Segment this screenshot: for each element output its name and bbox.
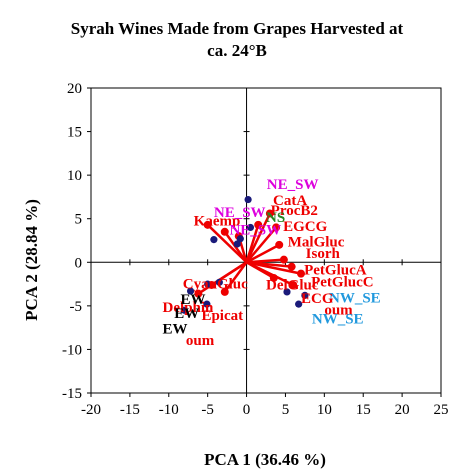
score-point [233, 240, 241, 248]
point-label: NW_SE [329, 290, 381, 306]
x-tick-label: 25 [434, 402, 449, 418]
x-axis-title: PCA 1 (36.46 %) [204, 450, 326, 469]
y-tick-label: -15 [62, 386, 82, 402]
point-label: CyanGluc [183, 276, 248, 292]
score-point [283, 288, 291, 296]
score-point [204, 280, 212, 288]
loading-point [203, 220, 212, 229]
chart-title-line-2: ca. 24°B [207, 41, 267, 60]
loading-point [265, 209, 274, 218]
loading-point [287, 262, 296, 271]
loading-vector [245, 226, 278, 264]
point-label: NW_SE [312, 311, 364, 327]
score-point [244, 195, 252, 204]
x-tick-label: 10 [317, 402, 332, 418]
loading-vector [246, 261, 302, 275]
y-tick-label: 0 [75, 255, 83, 271]
loading-point [279, 255, 288, 264]
point-label: NS [266, 210, 285, 226]
score-point [295, 300, 303, 308]
point-label: EW [174, 306, 199, 322]
loading-vector [245, 224, 260, 263]
loading-point [194, 289, 203, 298]
point-label: ProcB2 [271, 203, 318, 219]
point-label: Isorh [306, 246, 341, 262]
y-axis-title: PCA 2 (28.84 %) [22, 199, 41, 321]
loading-vector [245, 261, 275, 280]
x-tick-label: 5 [282, 402, 290, 418]
loading-point [275, 240, 284, 249]
point-label: EW [163, 322, 188, 338]
loading-point [220, 287, 229, 296]
x-tick-label: 20 [395, 402, 410, 418]
y-tick-label: 10 [67, 168, 82, 184]
loading-vector [206, 223, 248, 264]
loading-point [269, 273, 278, 282]
loading-point [289, 280, 298, 289]
x-tick-label: -20 [81, 402, 101, 418]
y-tick-label: -10 [62, 342, 82, 358]
loading-vector [245, 243, 280, 264]
score-point [210, 236, 218, 244]
loading-vector [197, 261, 248, 295]
point-label: CatA [273, 193, 307, 209]
point-label: oum [186, 333, 215, 349]
point-label: EW [180, 292, 205, 308]
point-label: EGCG [283, 219, 328, 235]
loading-point [297, 269, 305, 278]
x-tick-label: -5 [201, 402, 214, 418]
y-tick-label: 5 [75, 212, 83, 228]
score-point [186, 287, 195, 295]
point-label: NE_SW [229, 222, 281, 238]
loading-point [254, 220, 263, 229]
loading-vectors [194, 209, 305, 298]
x-tick-label: -10 [159, 402, 179, 418]
loading-vector [223, 261, 248, 293]
point-label: Epicat [201, 308, 243, 324]
point-label: NE_SW [267, 177, 319, 193]
score-point [301, 291, 309, 299]
score-point [203, 300, 211, 308]
point-label: PetGlucC [311, 275, 373, 291]
loading-point [272, 223, 281, 232]
point-labels: NE_SWCatAProcB2EGCGNSKaempNE_SWNE_SWMalG… [163, 177, 381, 349]
plot-area-frame [90, 87, 442, 394]
x-tick-label: 0 [243, 402, 251, 418]
score-point [215, 278, 223, 286]
point-label: oum [324, 303, 353, 319]
score-point [236, 235, 244, 243]
score-points [180, 195, 309, 314]
chart-title-line-1: Syrah Wines Made from Grapes Harvested a… [71, 19, 404, 38]
loading-point [220, 227, 229, 236]
point-label: Kaemp [194, 214, 241, 230]
y-tick-label: -5 [70, 299, 83, 315]
score-point [180, 306, 188, 314]
point-label: ECG [301, 291, 334, 307]
x-tick-label: 15 [356, 402, 371, 418]
point-label: NE_SW [214, 205, 266, 221]
point-label: MalGluc [288, 235, 345, 251]
x-tick-label: -15 [120, 402, 140, 418]
point-label: PetGlucA [304, 262, 367, 278]
score-point [246, 223, 255, 232]
point-label: DelGluc [266, 277, 319, 293]
point-label: Delphin [163, 300, 215, 316]
y-tick-label: 20 [67, 81, 82, 97]
loading-vector [245, 212, 272, 263]
y-tick-label: 15 [67, 125, 82, 141]
